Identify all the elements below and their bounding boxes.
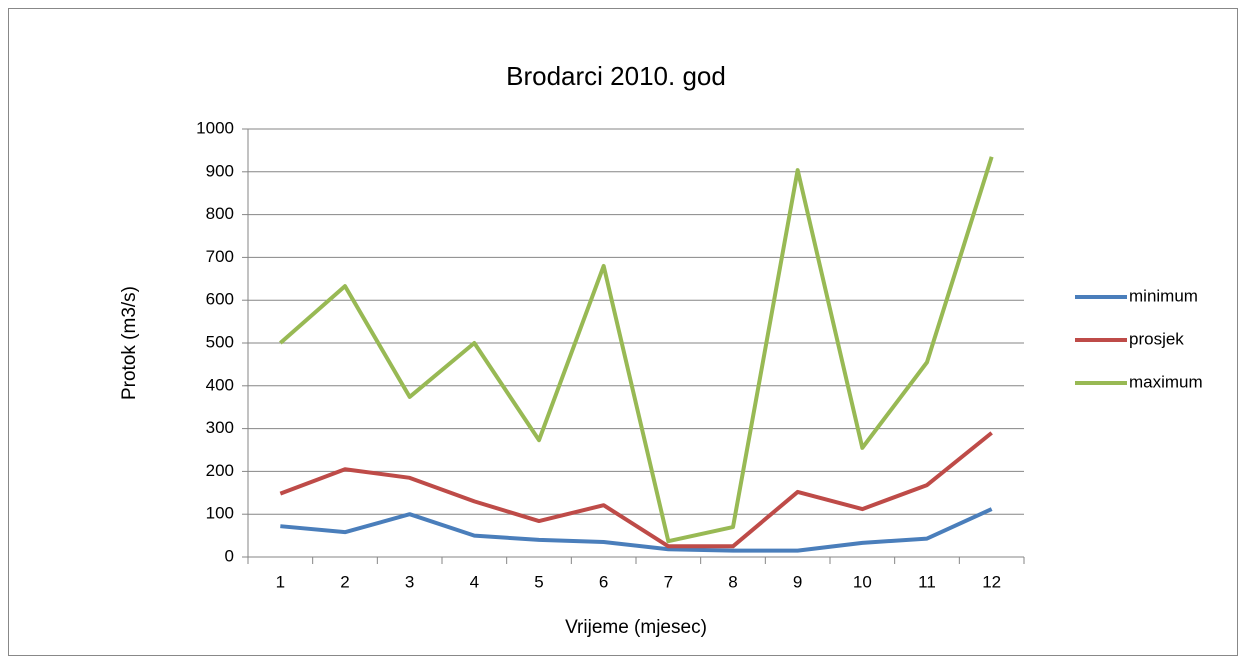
x-tick-label: 9 xyxy=(793,572,802,591)
series-line xyxy=(279,156,994,544)
chart-title: Brodarci 2010. god xyxy=(506,61,726,91)
legend-label: maximum xyxy=(1129,372,1203,391)
y-tick-label: 1000 xyxy=(196,118,234,137)
legend-label: prosjek xyxy=(1129,329,1184,348)
y-tick-label: 900 xyxy=(206,161,234,180)
chart-frame xyxy=(8,8,1238,656)
x-tick-label: 12 xyxy=(982,572,1001,591)
x-tick-label: 8 xyxy=(728,572,737,591)
y-tick-label: 600 xyxy=(206,290,234,309)
x-tick-label: 6 xyxy=(599,572,608,591)
y-axis-label: Protok (m3/s) xyxy=(119,286,140,400)
legend-label: minimum xyxy=(1129,286,1198,305)
y-tick-label: 800 xyxy=(206,204,234,223)
y-tick-label: 200 xyxy=(206,461,234,480)
x-tick-label: 7 xyxy=(664,572,673,591)
y-tick-label: 500 xyxy=(206,332,234,351)
x-tick-label: 2 xyxy=(340,572,349,591)
y-tick-label: 300 xyxy=(206,418,234,437)
y-tick-label: 100 xyxy=(206,504,234,523)
x-tick-label: 5 xyxy=(534,572,543,591)
x-axis-label: Vrijeme (mjesec) xyxy=(565,617,707,638)
x-tick-label: 4 xyxy=(470,572,479,591)
x-tick-label: 10 xyxy=(853,572,872,591)
y-tick-label: 0 xyxy=(225,546,234,565)
x-tick-label: 3 xyxy=(405,572,414,591)
series-line xyxy=(279,431,993,549)
series-line xyxy=(280,507,993,553)
x-tick-label: 1 xyxy=(276,572,285,591)
y-tick-label: 700 xyxy=(206,247,234,266)
y-tick-label: 400 xyxy=(206,375,234,394)
x-tick-label: 11 xyxy=(918,572,936,591)
